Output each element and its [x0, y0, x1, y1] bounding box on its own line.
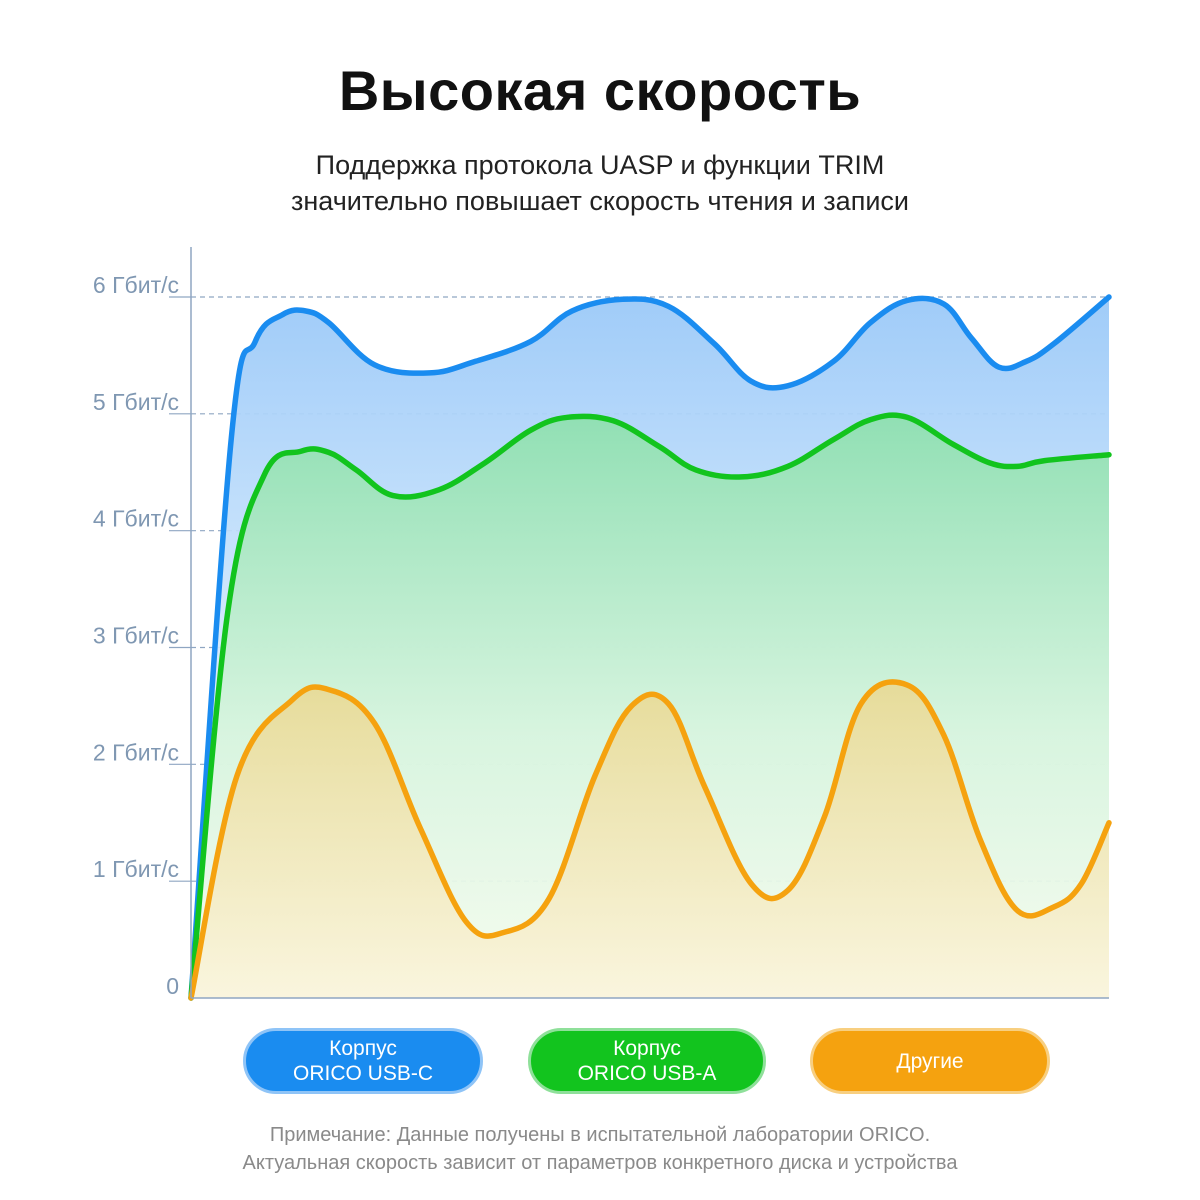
y-tick-label: 1 Гбит/с — [93, 856, 179, 882]
series-usb-a-line — [188, 412, 1112, 1001]
y-tick-label: 3 Гбит/с — [93, 623, 179, 649]
legend-other-line1: Другие — [896, 1049, 964, 1073]
note-line-2: Актуальная скорость зависит от параметро… — [242, 1152, 958, 1174]
y-tick-label: 4 Гбит/с — [93, 506, 179, 532]
legend-usb-a-line2: ORICO USB-A — [577, 1062, 717, 1085]
series-other-line — [188, 679, 1112, 1001]
y-tick-label: 6 Гбит/с — [93, 272, 179, 298]
subtitle-line-2: значительно повышает скорость чтения и з… — [291, 186, 909, 216]
legend-usb-c-line2: ORICO USB-C — [292, 1062, 433, 1085]
series-other-area — [191, 681, 1109, 998]
legend-usb-a: Корпус ORICO USB-A — [528, 1028, 766, 1094]
y-tick-label: 0 — [166, 973, 179, 999]
y-tick-label: 5 Гбит/с — [93, 389, 179, 415]
y-tick-label: 2 Гбит/с — [93, 739, 179, 765]
subtitle-line-1: Поддержка протокола UASP и функции TRIM — [315, 150, 885, 180]
page-title: Высокая скорость — [338, 59, 862, 122]
series-usb-c-line — [188, 294, 1112, 1001]
legend-usb-a-line1: Корпус — [613, 1037, 681, 1060]
area-layer — [191, 297, 1109, 999]
note-line-1: Примечание: Данные получены в испытатель… — [269, 1124, 931, 1146]
legend-other: Другие — [810, 1028, 1050, 1094]
line-layer — [188, 294, 1112, 1001]
axis-layer: 0 1 Гбит/с 2 Гбит/с 3 Гбит/с 4 Гбит/с 5 Гбит/… — [93, 247, 1109, 999]
legend-usb-c-line1: Корпус — [329, 1037, 397, 1060]
legend-usb-c: Корпус ORICO USB-C — [243, 1028, 483, 1094]
